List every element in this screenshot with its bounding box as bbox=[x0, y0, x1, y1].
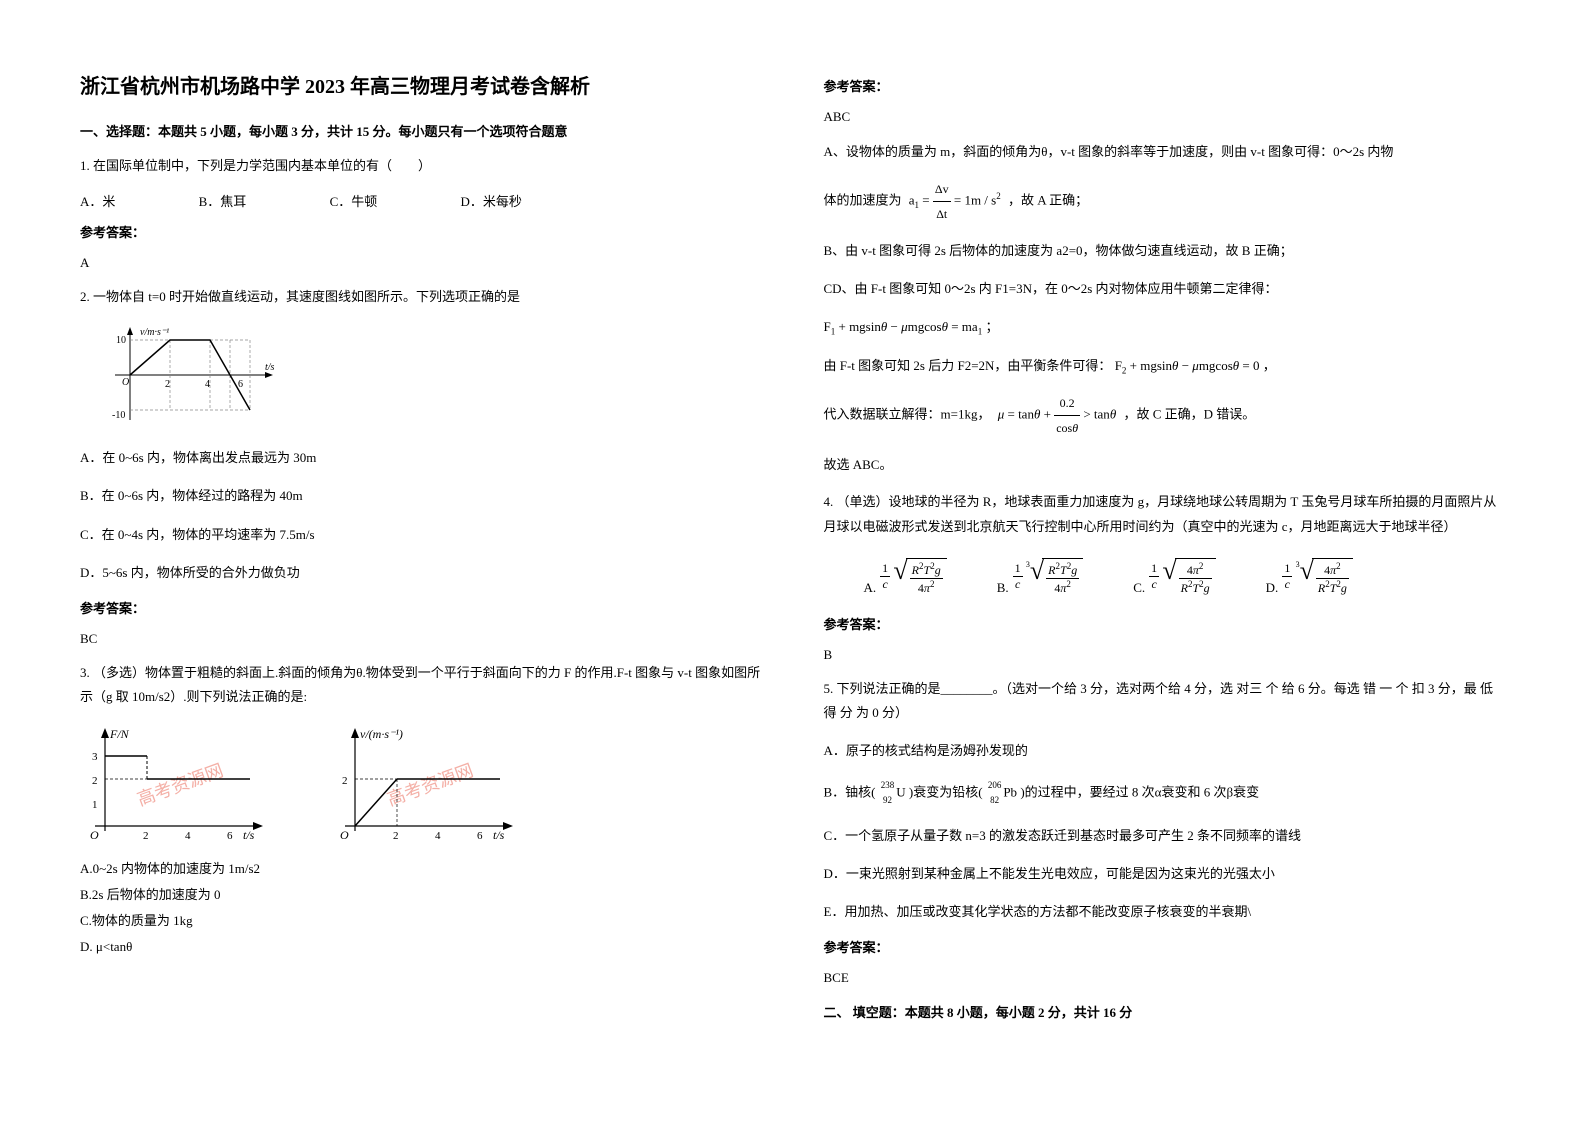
svg-text:t/s: t/s bbox=[243, 828, 255, 842]
svg-text:2: 2 bbox=[342, 775, 348, 787]
q5-opt-a: A．原子的核式结构是汤姆孙发现的 bbox=[824, 740, 1508, 762]
svg-text:O: O bbox=[122, 377, 129, 388]
q4-answer: B bbox=[824, 647, 1508, 663]
svg-text:6: 6 bbox=[238, 379, 243, 390]
svg-text:t/s: t/s bbox=[265, 362, 275, 373]
q3-answer-label: 参考答案： bbox=[824, 76, 1508, 95]
q2-opt-b: B．在 0~6s 内，物体经过的路程为 40m bbox=[80, 485, 764, 507]
nuclide-u: 23892U bbox=[879, 778, 906, 809]
q4-answer-label: 参考答案： bbox=[824, 614, 1508, 633]
q3-graph-left: 高考资源网 F/N 3 2 1 O 2 4 6 t/s bbox=[80, 726, 270, 846]
svg-text:v/m·s⁻¹: v/m·s⁻¹ bbox=[140, 327, 169, 338]
exp-a-suffix: ，故 A 正确； bbox=[1008, 192, 1088, 207]
q1-opt-d: D．米每秒 bbox=[460, 191, 521, 210]
q2-opt-d: D．5~6s 内，物体所受的合外力做负功 bbox=[80, 562, 764, 584]
q5-opt-e: E．用加热、加压或改变其化学状态的方法都不能改变原子核衰变的半衰期\ bbox=[824, 901, 1508, 923]
section-2-header: 二、 填空题：本题共 8 小题，每小题 2 分，共计 16 分 bbox=[824, 1002, 1508, 1021]
left-column: 浙江省杭州市机场路中学 2023 年高三物理月考试卷含解析 一、选择题：本题共 … bbox=[80, 70, 764, 1052]
q4-options: A. 1c √R2T2g4π2 B. 1c 3√R2T2g4π2 C. 1c √… bbox=[864, 558, 1508, 596]
svg-text:2: 2 bbox=[143, 830, 149, 842]
svg-text:10: 10 bbox=[116, 335, 126, 346]
q4-opt-b: B. 1c 3√R2T2g4π2 bbox=[997, 558, 1083, 596]
exp-cd2: 由 F-t 图象可知 2s 后力 F2=2N，由平衡条件可得： F2 + mgs… bbox=[824, 353, 1508, 380]
q1-answer-label: 参考答案： bbox=[80, 222, 764, 241]
q1-options: A．米 B．焦耳 C．牛顿 D．米每秒 bbox=[80, 191, 764, 210]
q5-opt-b-suffix: )的过程中，要经过 8 次α衰变和 6 次β衰变 bbox=[1020, 784, 1259, 799]
q3-graph-right: 高考资源网 v/(m·s⁻¹) 2 O 2 4 6 t/s bbox=[330, 726, 520, 846]
q2-opt-c: C．在 0~4s 内，物体的平均速率为 7.5m/s bbox=[80, 524, 764, 546]
svg-text:O: O bbox=[90, 828, 99, 842]
q4-opt-a-label: A. bbox=[864, 580, 877, 596]
formula-cd1: F1 + mgsinθ − μmgcosθ = ma1 ； bbox=[824, 314, 1508, 341]
svg-text:O: O bbox=[340, 828, 349, 842]
section-1-header: 一、选择题：本题共 5 小题，每小题 3 分，共计 15 分。每小题只有一个选项… bbox=[80, 121, 764, 140]
svg-text:1: 1 bbox=[92, 799, 98, 811]
q4-text: 4. （单选）设地球的半径为 R，地球表面重力加速度为 g，月球绕地球公转周期为… bbox=[824, 490, 1508, 539]
exp-cd: CD、由 F-t 图象可知 0～2s 内 F1=3N，在 0～2s 内对物体应用… bbox=[824, 276, 1508, 302]
q5-opt-b: B．铀核( 23892U )衰变为铅核( 20682Pb )的过程中，要经过 8… bbox=[824, 778, 1508, 809]
svg-text:2: 2 bbox=[165, 379, 170, 390]
svg-text:6: 6 bbox=[477, 830, 483, 842]
svg-text:3: 3 bbox=[92, 751, 98, 763]
svg-text:4: 4 bbox=[435, 830, 441, 842]
q4-opt-a: A. 1c √R2T2g4π2 bbox=[864, 558, 947, 596]
exp-cd2-prefix: 由 F-t 图象可知 2s 后力 F2=2N，由平衡条件可得： bbox=[824, 358, 1112, 373]
exp-cd3-suffix: ，故 C 正确，D 错误。 bbox=[1123, 407, 1255, 422]
svg-text:高考资源网: 高考资源网 bbox=[135, 760, 226, 810]
exp-a-line2: 体的加速度为 a1 = ΔvΔt = 1m / s2 ，故 A 正确； bbox=[824, 177, 1508, 226]
q3-opt-c: C.物体的质量为 1kg bbox=[80, 910, 764, 932]
q2-opt-a: A．在 0~6s 内，物体离出发点最远为 30m bbox=[80, 447, 764, 469]
document-title: 浙江省杭州市机场路中学 2023 年高三物理月考试卷含解析 bbox=[80, 70, 764, 99]
q5-opt-b-prefix: B．铀核( bbox=[824, 784, 876, 799]
q5-answer: BCE bbox=[824, 970, 1508, 986]
exp-conclusion: 故选 ABC。 bbox=[824, 452, 1508, 478]
svg-text:6: 6 bbox=[227, 830, 233, 842]
q5-opt-b-mid: )衰变为铅核( bbox=[909, 784, 983, 799]
q4-opt-d-label: D. bbox=[1266, 580, 1279, 596]
svg-text:高考资源网: 高考资源网 bbox=[385, 760, 476, 810]
svg-text:4: 4 bbox=[185, 830, 191, 842]
q1-opt-b: B．焦耳 bbox=[199, 191, 247, 210]
q3-answer: ABC bbox=[824, 109, 1508, 125]
formula-mu: μ = tanθ + 0.2cosθ > tanθ bbox=[998, 391, 1117, 440]
exp-cd3-prefix: 代入数据联立解得：m=1kg， bbox=[824, 407, 991, 422]
nuclide-pb: 20682Pb bbox=[986, 778, 1017, 809]
q1-answer: A bbox=[80, 255, 764, 271]
exp-a-line1: A、设物体的质量为 m，斜面的倾角为θ，v-t 图象的斜率等于加速度，则由 v-… bbox=[824, 139, 1508, 165]
q4-opt-c-label: C. bbox=[1133, 580, 1145, 596]
q5-answer-label: 参考答案： bbox=[824, 937, 1508, 956]
q1-opt-c: C．牛顿 bbox=[330, 191, 378, 210]
q1-text: 1. 在国际单位制中，下列是力学范围内基本单位的有（ ） bbox=[80, 154, 764, 179]
svg-text:2: 2 bbox=[393, 830, 399, 842]
q4-opt-b-label: B. bbox=[997, 580, 1009, 596]
exp-cd3: 代入数据联立解得：m=1kg， μ = tanθ + 0.2cosθ > tan… bbox=[824, 391, 1508, 440]
q3-opt-b: B.2s 后物体的加速度为 0 bbox=[80, 884, 764, 906]
svg-text:-10: -10 bbox=[112, 410, 125, 421]
q2-text: 2. 一物体自 t=0 时开始做直线运动，其速度图线如图所示。下列选项正确的是 bbox=[80, 285, 764, 310]
formula-a1: a1 = ΔvΔt = 1m / s2 bbox=[909, 177, 1001, 226]
q5-text: 5. 下列说法正确的是________。（选对一个给 3 分，选对两个给 4 分… bbox=[824, 677, 1508, 726]
svg-text:t/s: t/s bbox=[493, 828, 505, 842]
comma: ， bbox=[1263, 358, 1276, 373]
formula-cd2: F2 + mgsinθ − μmgcosθ = 0 bbox=[1115, 358, 1260, 373]
exp-a-prefix: 体的加速度为 bbox=[824, 192, 902, 207]
svg-text:4: 4 bbox=[205, 379, 210, 390]
q4-opt-d: D. 1c 3√4π2R2T2g bbox=[1266, 558, 1353, 596]
q3-text: 3. （多选）物体置于粗糙的斜面上.斜面的倾角为θ.物体受到一个平行于斜面向下的… bbox=[80, 661, 764, 710]
q3-opt-a: A.0~2s 内物体的加速度为 1m/s2 bbox=[80, 858, 764, 880]
q5-opt-d: D．一束光照射到某种金属上不能发生光电效应，可能是因为这束光的光强太小 bbox=[824, 863, 1508, 885]
q3-graphs: 高考资源网 F/N 3 2 1 O 2 4 6 t/s 高考资源网 v/(m·s bbox=[80, 726, 764, 846]
q3-opt-d: D. μ<tanθ bbox=[80, 936, 764, 958]
exp-b: B、由 v-t 图象可得 2s 后物体的加速度为 a2=0，物体做匀速直线运动，… bbox=[824, 238, 1508, 264]
q2-answer-label: 参考答案： bbox=[80, 598, 764, 617]
q2-graph: v/m·s⁻¹ 10 -10 O t/s 2 4 6 bbox=[110, 325, 764, 429]
q2-answer: BC bbox=[80, 631, 764, 647]
svg-text:v/(m·s⁻¹): v/(m·s⁻¹) bbox=[360, 727, 403, 741]
svg-text:F/N: F/N bbox=[109, 727, 130, 741]
q5-opt-c: C．一个氢原子从量子数 n=3 的激发态跃迁到基态时最多可产生 2 条不同频率的… bbox=[824, 825, 1508, 847]
q4-opt-c: C. 1c √4π2R2T2g bbox=[1133, 558, 1215, 596]
q1-opt-a: A．米 bbox=[80, 191, 115, 210]
right-column: 参考答案： ABC A、设物体的质量为 m，斜面的倾角为θ，v-t 图象的斜率等… bbox=[824, 70, 1508, 1052]
svg-text:2: 2 bbox=[92, 775, 98, 787]
